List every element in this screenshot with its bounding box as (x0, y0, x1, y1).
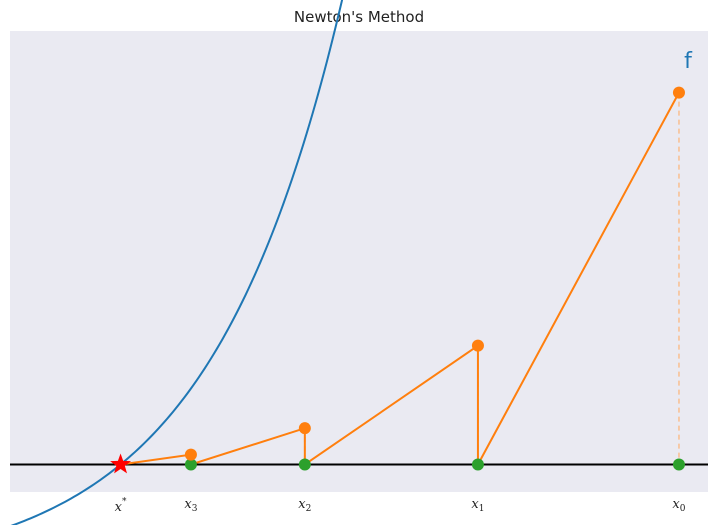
tick-label-x2: x2 (298, 497, 311, 514)
curve-layer (10, 0, 344, 525)
fx-point-x2 (298, 422, 311, 435)
tick-label-x1: x1 (471, 497, 484, 514)
chart-title: Newton's Method (294, 8, 424, 26)
x-point-x1 (471, 458, 484, 471)
plot-area (10, 31, 708, 492)
function-label: f (684, 49, 693, 74)
root-star-marker (110, 453, 132, 474)
points-layer (110, 86, 685, 474)
tick-label-x3: x3 (184, 497, 197, 514)
tick-label-x0: x0 (672, 497, 685, 514)
fx-point-x0 (672, 86, 685, 99)
x-point-x3 (184, 458, 197, 471)
fx-point-x3 (184, 448, 197, 461)
x-point-x2 (298, 458, 311, 471)
labels-layer: x0 x1 x2 x3 x* f (115, 49, 693, 515)
fx-point-x1 (471, 339, 484, 352)
x-point-x0 (672, 458, 685, 471)
function-curve (10, 0, 344, 525)
tick-label-root: x* (115, 497, 127, 515)
